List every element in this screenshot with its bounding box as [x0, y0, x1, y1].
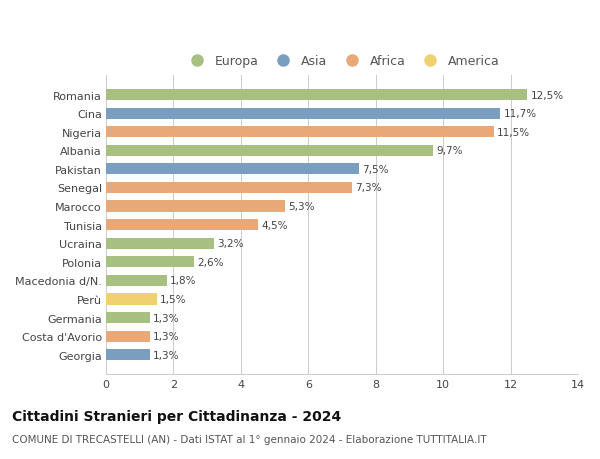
Bar — [106, 238, 214, 249]
Bar — [106, 257, 194, 268]
Text: 3,2%: 3,2% — [217, 239, 244, 249]
Bar — [106, 294, 157, 305]
Bar — [106, 90, 527, 101]
Bar — [106, 127, 494, 138]
Text: 1,3%: 1,3% — [153, 331, 180, 341]
Text: 7,5%: 7,5% — [362, 164, 389, 174]
Text: 11,7%: 11,7% — [504, 109, 537, 119]
Text: 1,3%: 1,3% — [153, 313, 180, 323]
Text: 11,5%: 11,5% — [497, 128, 530, 137]
Text: 1,5%: 1,5% — [160, 294, 187, 304]
Bar — [106, 164, 359, 175]
Bar — [106, 183, 352, 194]
Text: 12,5%: 12,5% — [531, 90, 564, 101]
Text: COMUNE DI TRECASTELLI (AN) - Dati ISTAT al 1° gennaio 2024 - Elaborazione TUTTIT: COMUNE DI TRECASTELLI (AN) - Dati ISTAT … — [12, 434, 487, 443]
Bar — [106, 275, 167, 286]
Bar — [106, 313, 150, 324]
Bar — [106, 146, 433, 157]
Legend: Europa, Asia, Africa, America: Europa, Asia, Africa, America — [182, 53, 502, 71]
Bar — [106, 349, 150, 361]
Text: 1,3%: 1,3% — [153, 350, 180, 360]
Text: Cittadini Stranieri per Cittadinanza - 2024: Cittadini Stranieri per Cittadinanza - 2… — [12, 409, 341, 423]
Bar — [106, 331, 150, 342]
Text: 9,7%: 9,7% — [436, 146, 463, 156]
Text: 1,8%: 1,8% — [170, 276, 197, 286]
Text: 2,6%: 2,6% — [197, 257, 224, 267]
Text: 5,3%: 5,3% — [288, 202, 314, 212]
Bar — [106, 219, 258, 231]
Bar — [106, 201, 284, 212]
Text: 7,3%: 7,3% — [355, 183, 382, 193]
Bar — [106, 108, 500, 119]
Text: 4,5%: 4,5% — [261, 220, 287, 230]
